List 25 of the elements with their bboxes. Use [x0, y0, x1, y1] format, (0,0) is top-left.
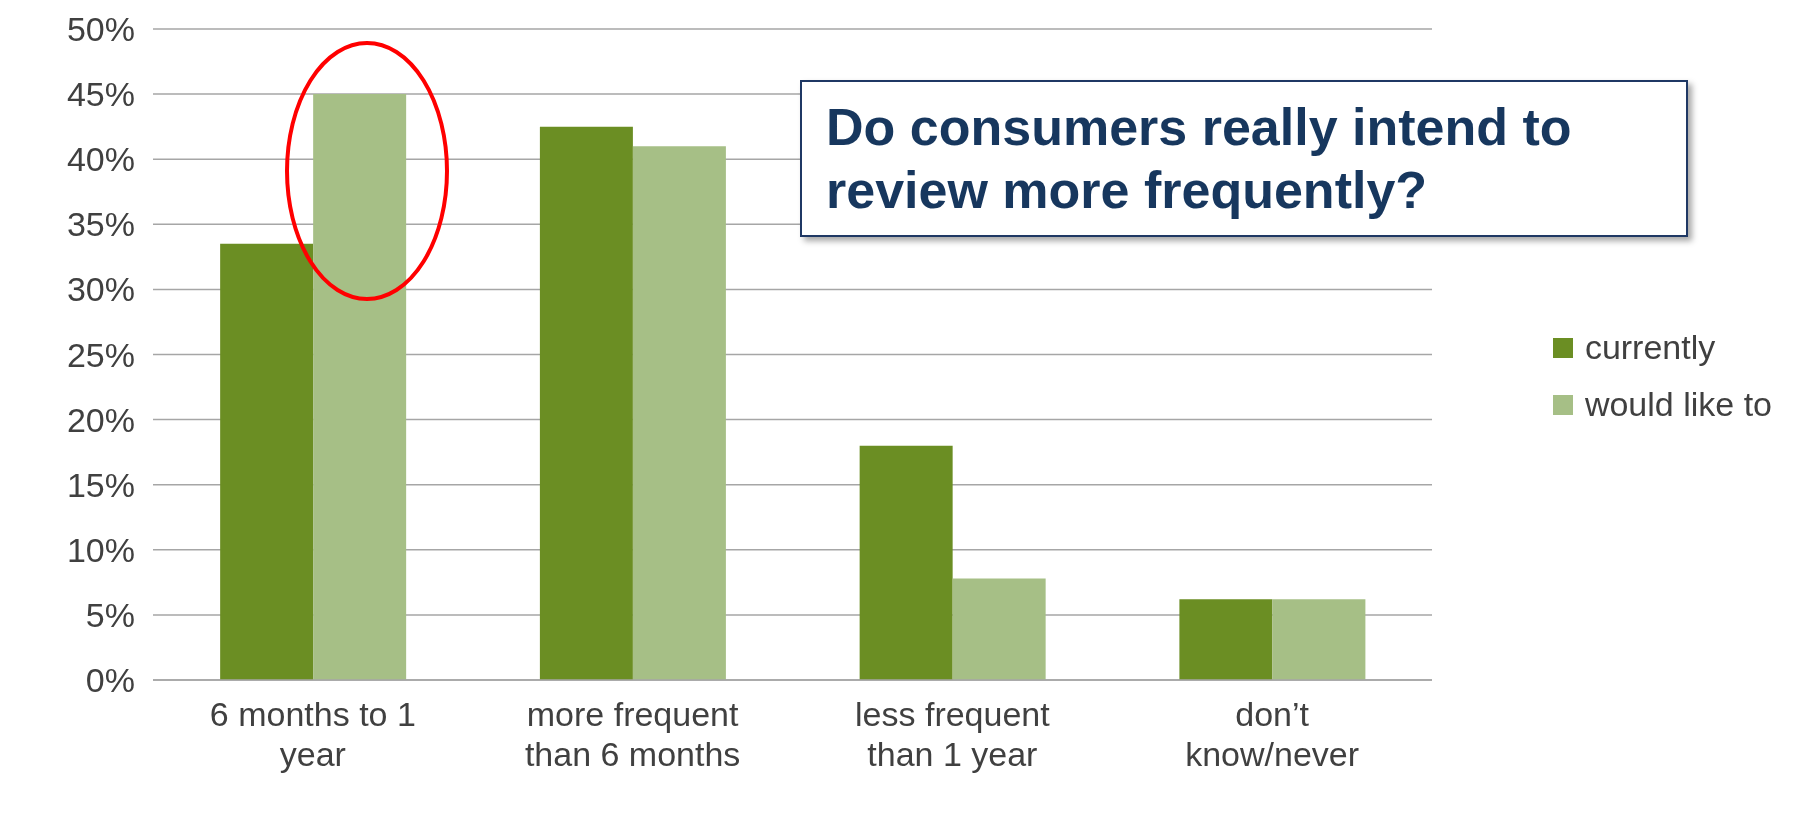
y-tick-label: 40% [66, 140, 135, 179]
y-tick-label: 15% [66, 465, 135, 504]
bar [1272, 599, 1366, 680]
legend-label: currently [1584, 328, 1716, 367]
x-tick-label: less frequent than 1 year [855, 695, 1051, 773]
x-tick-label: don’t know/never [1185, 695, 1360, 773]
bar [539, 126, 633, 680]
x-tick-label: 6 months to 1 year [209, 695, 416, 773]
y-tick-label: 50% [66, 10, 135, 49]
annotation: Do consumers really intend to review more frequently? [826, 97, 1573, 222]
legend-label: would like to [1584, 385, 1772, 424]
x-tick-label: more frequent than 6 months [524, 695, 741, 773]
bar [220, 243, 314, 680]
y-tick-label: 5% [85, 595, 135, 634]
y-tick-label: 30% [66, 270, 135, 309]
y-tick-label: 45% [66, 75, 135, 114]
y-tick-label: 0% [85, 661, 135, 700]
y-tick-label: 35% [66, 205, 135, 244]
bar [1179, 599, 1273, 680]
bar [952, 578, 1046, 680]
y-tick-label: 20% [66, 400, 135, 439]
y-tick-label: 25% [66, 335, 135, 374]
bar [632, 146, 726, 680]
y-tick-label: 10% [66, 530, 135, 569]
bar [859, 445, 953, 680]
